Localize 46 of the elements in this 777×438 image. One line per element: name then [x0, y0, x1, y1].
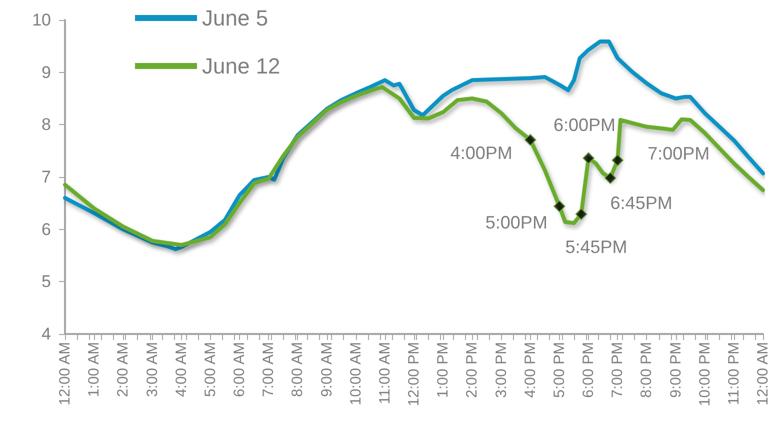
x-tick-label: 2:00 AM: [114, 342, 132, 398]
annotation: 4:00PM: [450, 142, 512, 163]
x-tick-label: 11:00 AM: [376, 342, 394, 404]
y-tick-label: 4: [42, 324, 51, 344]
point: [612, 154, 624, 166]
annotation: 7:00PM: [648, 143, 710, 164]
point: [575, 208, 588, 220]
x-tick-label: 3:00 PM: [492, 342, 510, 398]
y-tick-label: 7: [42, 168, 51, 186]
y-tick-label: 5: [42, 272, 51, 292]
x-tick-label: 9:00 PM: [667, 342, 684, 398]
x-tick-label: 9:00 AM: [318, 342, 336, 398]
annotation: 5:00PM: [485, 212, 548, 232]
y-tick-label: 6: [42, 220, 51, 239]
x-tick-label: 12:00 PM: [406, 342, 422, 406]
point: [553, 200, 566, 212]
x-tick-label: 8:00 AM: [289, 342, 306, 398]
x-tick-label: 8:00 PM: [638, 342, 656, 398]
x-tick-label: 2:00 PM: [464, 342, 481, 398]
y-tick-label: 10: [32, 10, 51, 30]
x-tick-label: 5:00 AM: [202, 342, 219, 398]
x-tick-label: 1:00 AM: [86, 342, 103, 398]
x-tick-label: 7:00 PM: [609, 342, 626, 398]
x-tick-label: 10:00 PM: [696, 342, 714, 406]
point: [582, 152, 594, 164]
annotation: 6:00PM: [553, 115, 616, 136]
x-tick-label: 5:00 PM: [550, 342, 568, 398]
annotation: 6:45PM: [610, 193, 672, 214]
point: [524, 134, 536, 146]
x-tick-label: 4:00 AM: [172, 342, 190, 398]
y-tick-label: 9: [42, 62, 51, 82]
x-tick-label: 12:00 AM: [754, 342, 772, 406]
x-tick-label: 12:00 AM: [56, 342, 74, 406]
x-tick-label: 10:00 AM: [347, 342, 364, 406]
y-tick-label: 8: [42, 115, 51, 134]
x-tick-label: 1:00 PM: [434, 342, 452, 398]
legend-label: June 12: [202, 54, 280, 78]
x-tick-label: 6:00 PM: [580, 342, 597, 398]
x-tick-label: 11:00 PM: [725, 342, 742, 406]
x-tick-label: 4:00 PM: [522, 342, 539, 398]
x-tick-label: 3:00 AM: [144, 342, 161, 398]
point: [604, 172, 616, 184]
x-tick-label: 6:00 AM: [231, 342, 248, 398]
x-tick-label: 7:00 AM: [260, 342, 278, 398]
legend-label: June 5: [202, 6, 268, 30]
annotation: 5:45PM: [565, 237, 628, 258]
